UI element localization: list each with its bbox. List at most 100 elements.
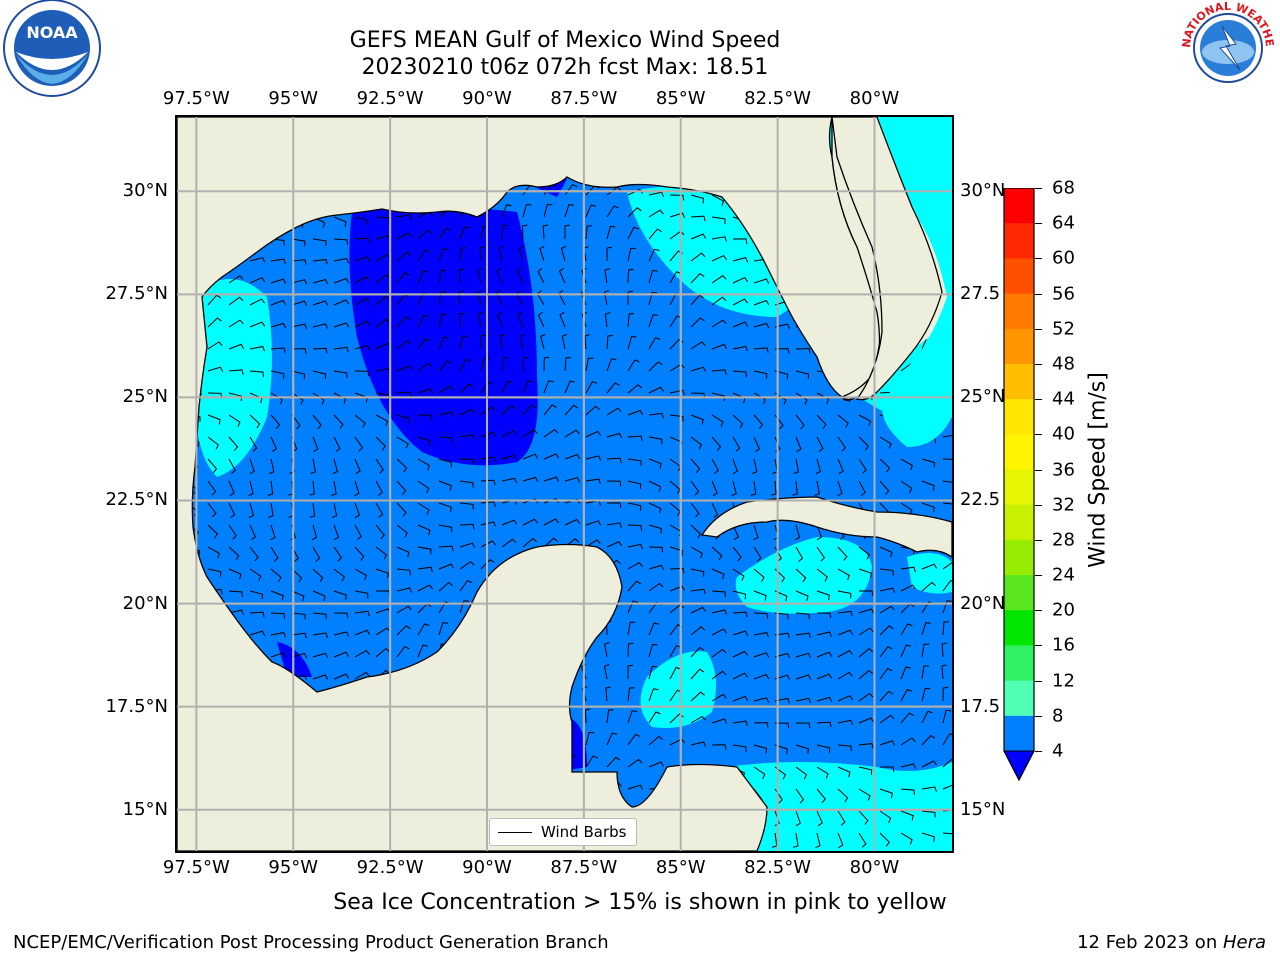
wind-barb bbox=[417, 502, 430, 515]
wind-barb bbox=[268, 502, 274, 518]
wind-barb bbox=[312, 238, 327, 246]
wind-barb bbox=[690, 341, 706, 350]
wind-barb bbox=[522, 537, 538, 548]
wind-barb bbox=[711, 744, 727, 750]
wind-barb bbox=[921, 810, 936, 818]
wind-barb bbox=[837, 744, 852, 752]
wind-barb bbox=[753, 436, 761, 453]
chart-subtitle: 20230210 t06z 072h fcst Max: 18.51 bbox=[361, 55, 769, 80]
wind-barb bbox=[270, 414, 281, 430]
wind-barb bbox=[879, 740, 896, 746]
wind-barb bbox=[648, 228, 662, 240]
wind-barb bbox=[879, 480, 890, 496]
wind-barb bbox=[375, 647, 391, 658]
wind-barb bbox=[648, 735, 664, 746]
wind-barb bbox=[291, 392, 304, 405]
wind-barb bbox=[270, 590, 284, 601]
wind-barb bbox=[267, 480, 274, 496]
wind-barb bbox=[438, 524, 453, 533]
wind-barb bbox=[417, 480, 430, 494]
wind-barb bbox=[417, 458, 430, 471]
colorbar-tick-label: 40 bbox=[1052, 423, 1075, 445]
wind-barb bbox=[627, 710, 638, 724]
colorbar-tick-mark bbox=[1035, 575, 1042, 577]
wind-barb bbox=[900, 480, 913, 494]
wind-barb bbox=[921, 622, 931, 636]
wind-barb bbox=[522, 380, 533, 394]
wind-barb bbox=[585, 204, 597, 218]
wind-barb bbox=[795, 632, 811, 638]
lon-tick-label-bot: 90°W bbox=[462, 857, 512, 878]
wind-barb bbox=[606, 502, 622, 508]
wind-barb bbox=[270, 632, 286, 638]
wind-barb bbox=[606, 358, 617, 372]
wind-barb bbox=[858, 669, 874, 680]
chart-title: GEFS MEAN Gulf of Mexico Wind Speed bbox=[349, 28, 781, 53]
wind-barb bbox=[438, 622, 448, 636]
wind-barb bbox=[438, 436, 453, 443]
colorbar-tick-label: 68 bbox=[1052, 177, 1075, 199]
wind-barb bbox=[207, 414, 221, 425]
wind-barb bbox=[606, 541, 623, 548]
wind-barb bbox=[732, 276, 749, 284]
wind-barb bbox=[540, 333, 546, 350]
wind-barb bbox=[498, 245, 504, 262]
wind-barb bbox=[606, 382, 620, 394]
wind-barb bbox=[792, 480, 798, 496]
wind-barb bbox=[207, 366, 224, 372]
wind-barb bbox=[711, 648, 727, 658]
wind-barb bbox=[627, 480, 642, 489]
lon-tick-label-top: 87.5°W bbox=[550, 88, 618, 109]
wind-barb bbox=[543, 476, 560, 482]
wind-barb bbox=[669, 585, 686, 592]
wind-barb bbox=[771, 480, 777, 496]
wind-barb bbox=[459, 480, 474, 488]
wind-barb bbox=[207, 341, 223, 350]
wind-barb bbox=[732, 370, 747, 378]
wind-barb bbox=[417, 623, 430, 636]
wind-barb bbox=[333, 568, 345, 582]
lat-tick-label-left: 17.5°N bbox=[105, 695, 168, 717]
wind-barb bbox=[753, 766, 766, 780]
wind-barb bbox=[291, 238, 306, 247]
wind-barb bbox=[753, 722, 769, 728]
wind-barb bbox=[627, 524, 643, 531]
wind-barb bbox=[438, 502, 452, 513]
wind-barb bbox=[375, 502, 384, 518]
wind-barb bbox=[496, 289, 503, 306]
wind-barb bbox=[564, 380, 576, 394]
wind-barb bbox=[732, 590, 747, 600]
wind-barb bbox=[753, 370, 768, 379]
wind-barb bbox=[795, 722, 811, 729]
wind-barb bbox=[459, 600, 470, 614]
wind-barb bbox=[837, 719, 854, 726]
wind-barb bbox=[228, 524, 237, 540]
map-legend: Wind Barbs bbox=[489, 818, 637, 846]
wind-barb bbox=[816, 436, 824, 452]
wind-barb bbox=[291, 652, 308, 659]
wind-barb bbox=[690, 436, 703, 450]
wind-barb bbox=[480, 501, 496, 507]
wind-barb bbox=[816, 766, 829, 779]
wind-barb bbox=[270, 370, 285, 379]
wind-barb bbox=[438, 581, 454, 592]
wind-barb bbox=[900, 666, 911, 680]
wind-barb bbox=[354, 546, 365, 561]
wind-barb bbox=[816, 568, 828, 582]
wind-barb bbox=[333, 612, 349, 619]
wind-barb bbox=[711, 718, 728, 724]
colorbar-tick-label: 16 bbox=[1052, 634, 1075, 656]
wind-barb bbox=[648, 688, 659, 702]
colorbar-tick-mark bbox=[1035, 363, 1042, 365]
wind-barb bbox=[354, 345, 371, 351]
speed-region-8-12 bbox=[640, 651, 716, 728]
wind-barb bbox=[921, 734, 936, 746]
wind-barb bbox=[753, 414, 764, 430]
wind-barb bbox=[627, 384, 643, 394]
wind-barb bbox=[501, 454, 518, 460]
wind-barb bbox=[459, 502, 474, 510]
wind-barb bbox=[753, 632, 769, 638]
wind-barb bbox=[814, 480, 820, 496]
wind-barb bbox=[711, 343, 728, 350]
wind-barb bbox=[228, 568, 242, 580]
